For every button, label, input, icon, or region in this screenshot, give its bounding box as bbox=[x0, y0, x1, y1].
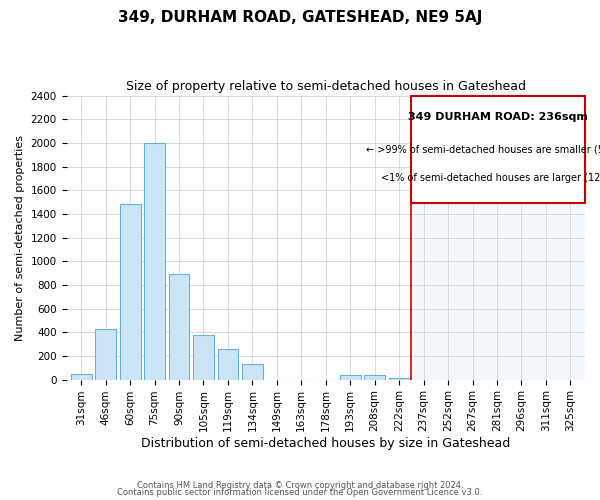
Bar bbox=[169, 274, 190, 380]
Bar bbox=[242, 364, 263, 380]
Bar bbox=[364, 376, 385, 380]
X-axis label: Distribution of semi-detached houses by size in Gateshead: Distribution of semi-detached houses by … bbox=[141, 437, 511, 450]
Y-axis label: Number of semi-detached properties: Number of semi-detached properties bbox=[15, 134, 25, 340]
Bar bbox=[412, 96, 585, 380]
Bar bbox=[144, 143, 165, 380]
Text: ← >99% of semi-detached houses are smaller (5,711): ← >99% of semi-detached houses are small… bbox=[367, 144, 600, 154]
Text: Contains HM Land Registry data © Crown copyright and database right 2024.: Contains HM Land Registry data © Crown c… bbox=[137, 480, 463, 490]
Bar bbox=[218, 349, 238, 380]
Bar bbox=[120, 204, 140, 380]
Text: 349 DURHAM ROAD: 236sqm: 349 DURHAM ROAD: 236sqm bbox=[408, 112, 588, 122]
Text: Contains public sector information licensed under the Open Government Licence v3: Contains public sector information licen… bbox=[118, 488, 482, 497]
Bar bbox=[193, 334, 214, 380]
Bar bbox=[340, 376, 361, 380]
Title: Size of property relative to semi-detached houses in Gateshead: Size of property relative to semi-detach… bbox=[126, 80, 526, 93]
Bar bbox=[389, 378, 410, 380]
Text: <1% of semi-detached houses are larger (12) →: <1% of semi-detached houses are larger (… bbox=[381, 174, 600, 184]
Text: 349, DURHAM ROAD, GATESHEAD, NE9 5AJ: 349, DURHAM ROAD, GATESHEAD, NE9 5AJ bbox=[118, 10, 482, 25]
Bar bbox=[95, 328, 116, 380]
Bar bbox=[71, 374, 92, 380]
